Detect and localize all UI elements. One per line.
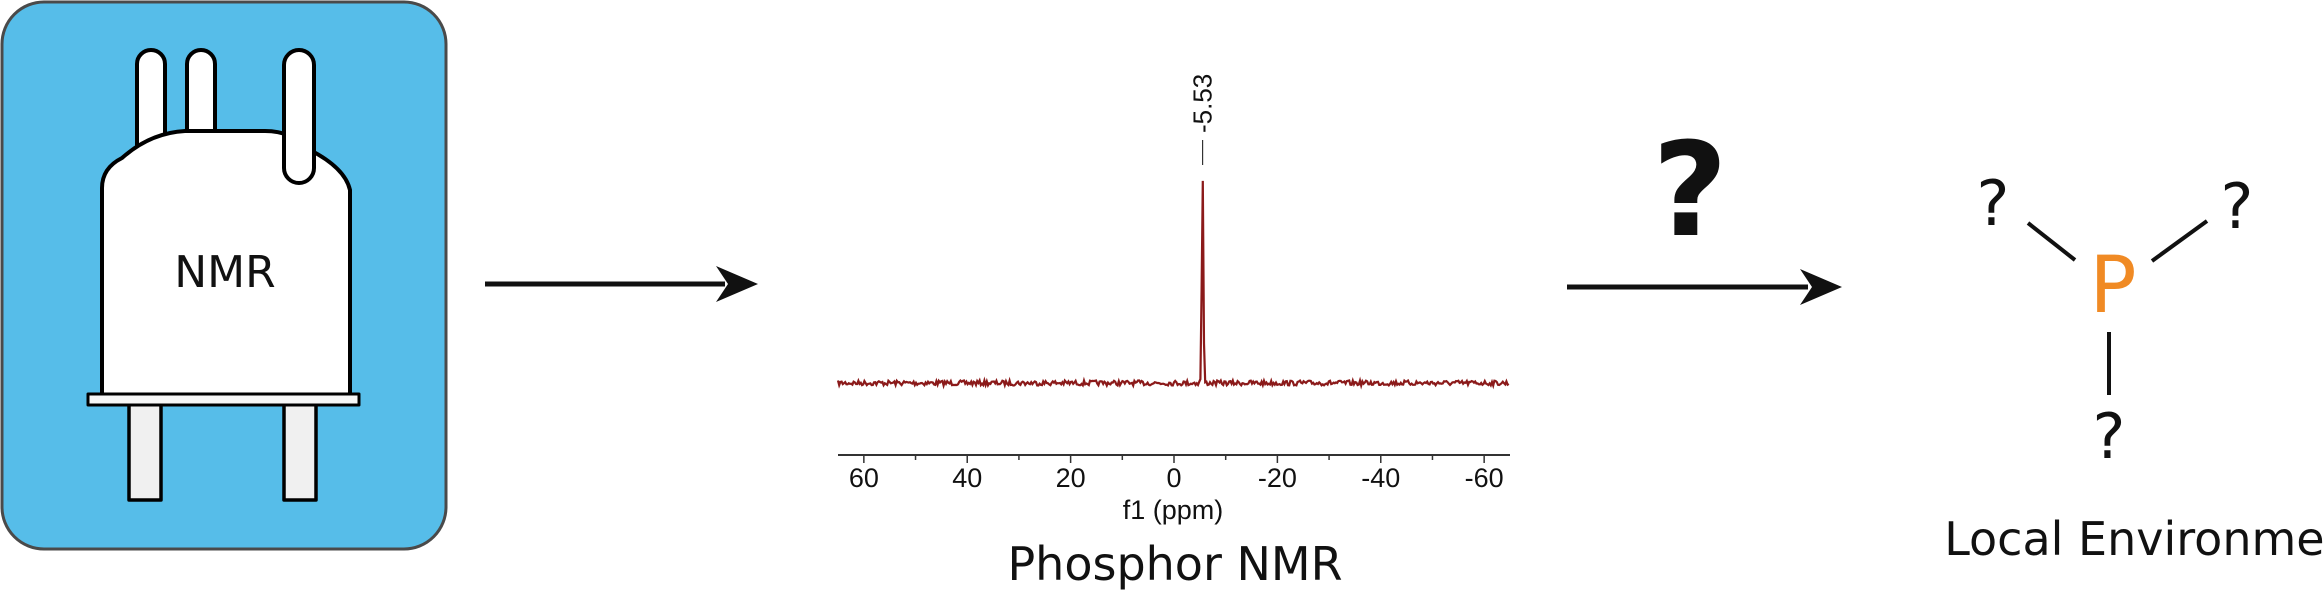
base-plate xyxy=(86,392,361,407)
substituent-upper-left: ? xyxy=(1977,167,2010,240)
unknown-transformation-symbol: ? xyxy=(1652,114,1727,266)
x-tick-label: -60 xyxy=(1465,463,1504,493)
x-tick-label: 40 xyxy=(952,463,982,493)
nmr-spectrometer-icon xyxy=(86,48,361,502)
x-tick-label: 60 xyxy=(849,463,879,493)
arrow-head xyxy=(716,266,758,302)
phosphorus-atom: P xyxy=(2089,241,2136,331)
support-leg-left xyxy=(127,398,163,502)
substituent-bottom: ? xyxy=(2093,400,2126,473)
x-tick-label: 0 xyxy=(1166,463,1181,493)
spectrum-line xyxy=(836,180,1510,390)
x-tick-label: -20 xyxy=(1258,463,1297,493)
x-tick-label: -40 xyxy=(1361,463,1400,493)
x-axis-title: f1 (ppm) xyxy=(1123,495,1224,525)
nmr-instrument-panel: NMR xyxy=(0,0,448,551)
magnet-body xyxy=(100,129,352,404)
arrow-to-spectrum xyxy=(485,266,758,302)
x-tick-label: 20 xyxy=(1056,463,1086,493)
arrow-to-environment: ? xyxy=(1567,114,1842,305)
bond-upper-left xyxy=(2026,221,2077,262)
phosphor-nmr-spectrum: 60 40 20 0 -20 -40 -60 -5.53 f1 (ppm) Phosphor… xyxy=(836,74,1510,591)
environment-caption: Local Environment xyxy=(1944,512,2324,566)
instrument-label: NMR xyxy=(174,247,275,298)
spectrum-caption: Phosphor NMR xyxy=(1007,537,1342,591)
x-axis-tick-labels: 60 40 20 0 -20 -40 -60 xyxy=(849,463,1504,493)
probe-tube-right xyxy=(282,48,316,185)
local-environment-structure: P ? ? ? Local Environment xyxy=(1944,167,2324,566)
x-axis-ticks xyxy=(863,455,1485,463)
peak-label: -5.53 xyxy=(1188,74,1218,133)
arrow-head xyxy=(1800,269,1842,305)
substituent-upper-right: ? xyxy=(2221,170,2254,243)
support-leg-right xyxy=(282,398,318,502)
bond-upper-right xyxy=(2150,219,2209,263)
